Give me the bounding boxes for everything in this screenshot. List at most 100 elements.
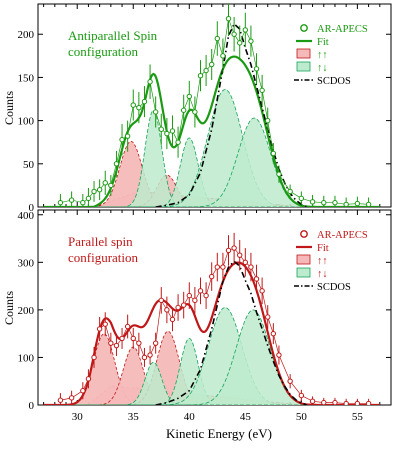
data-point: [248, 38, 254, 44]
data-point: [332, 399, 338, 405]
data-point: [298, 392, 305, 399]
data-point: [265, 314, 271, 320]
x-tick-label: 50: [296, 411, 308, 423]
y-tick-label: 0: [29, 400, 35, 412]
data-point: [276, 171, 282, 177]
data-point: [124, 133, 131, 139]
data-point: [124, 323, 131, 330]
y-tick-label: 200: [18, 305, 35, 317]
panel-title-line: configuration: [68, 44, 139, 59]
data-point: [253, 276, 260, 282]
data-point: [270, 330, 277, 337]
data-point: [220, 53, 226, 59]
data-point: [220, 264, 226, 270]
data-point: [231, 31, 237, 37]
data-point: [309, 199, 316, 205]
data-point: [237, 40, 243, 46]
data-point: [321, 399, 327, 405]
data-point: [365, 201, 372, 207]
legend-label: AR-APECS: [317, 230, 368, 241]
panel-title-line: configuration: [68, 250, 139, 265]
data-point: [354, 200, 361, 207]
data-point: [141, 98, 148, 105]
data-point: [130, 335, 136, 342]
scdos-line: [155, 22, 308, 207]
data-point: [309, 398, 316, 404]
data-point: [253, 66, 260, 72]
data-point: [147, 352, 153, 358]
data-point: [130, 102, 136, 108]
plot-area: [43, 232, 380, 405]
data-point: [57, 199, 64, 206]
x-tick-label: 35: [128, 411, 140, 423]
data-point: [91, 188, 97, 195]
legend-label: SCDOS: [317, 282, 351, 293]
y-tick-label: 100: [18, 352, 35, 364]
data-point: [102, 321, 108, 327]
data-point: [169, 128, 176, 134]
legend-marker-data: [300, 24, 308, 32]
data-point: [203, 292, 209, 299]
x-axis-label: Kinetic Energy (eV): [166, 426, 272, 441]
data-point: [208, 61, 215, 68]
y-axis-label-bottom: Counts: [2, 291, 16, 325]
data-point: [192, 297, 198, 304]
data-point: [186, 292, 192, 299]
data-point: [119, 136, 125, 143]
legend-label: ↑↑: [317, 256, 328, 267]
y-tick-label: 150: [18, 72, 35, 84]
up-down-peak: [43, 89, 380, 207]
legend-marker-up-up: [296, 254, 311, 265]
data-point: [214, 264, 221, 270]
data-point: [231, 245, 237, 251]
data-point: [248, 264, 254, 270]
panel-title-line: Parallel spin: [68, 234, 133, 249]
legend-marker-up-up: [296, 48, 311, 59]
data-point: [119, 335, 125, 342]
data-point: [141, 354, 148, 361]
plot-area: [43, 4, 380, 207]
data-point: [343, 400, 349, 405]
x-tick-label: 40: [184, 411, 196, 423]
data-point: [298, 195, 305, 202]
data-point: [214, 35, 221, 42]
data-point: [68, 395, 75, 401]
x-tick-label: 30: [72, 411, 84, 423]
legend-label: ↑↓: [317, 63, 328, 74]
top-panel: 0 50 100 150 200 Antiparallel Spinconfigurati…: [18, 3, 392, 214]
data-point: [80, 199, 86, 206]
data-point: [158, 126, 164, 132]
data-point: [108, 340, 114, 346]
legend-label: Fit: [317, 243, 329, 254]
up-down-peak: [43, 307, 380, 405]
data-point: [242, 27, 249, 33]
data-point: [197, 288, 204, 294]
data-point: [259, 87, 265, 94]
data-point: [197, 72, 204, 79]
y-tick-label: 100: [18, 116, 35, 128]
data-point: [96, 326, 103, 332]
data-point: [192, 109, 198, 115]
up-up-peak: [43, 333, 380, 405]
data-point: [68, 197, 75, 203]
legend-label: SCDOS: [317, 76, 351, 87]
data-point: [208, 273, 215, 280]
data-point: [113, 161, 120, 167]
data-point: [147, 79, 153, 85]
y-tick-label: 400: [18, 210, 35, 222]
data-point: [265, 117, 271, 124]
scdos-line: [155, 260, 308, 405]
data-point: [225, 15, 232, 22]
y-tick-label: 200: [18, 29, 35, 41]
panel-title-line: Antiparallel Spin: [68, 28, 158, 43]
data-point: [96, 187, 103, 193]
legend-label: ↑↓: [317, 269, 328, 280]
data-point: [57, 397, 64, 403]
data-point: [365, 400, 372, 405]
data-point: [270, 150, 277, 157]
data-point: [80, 388, 86, 394]
data-point: [354, 400, 361, 405]
data-point: [175, 304, 181, 311]
